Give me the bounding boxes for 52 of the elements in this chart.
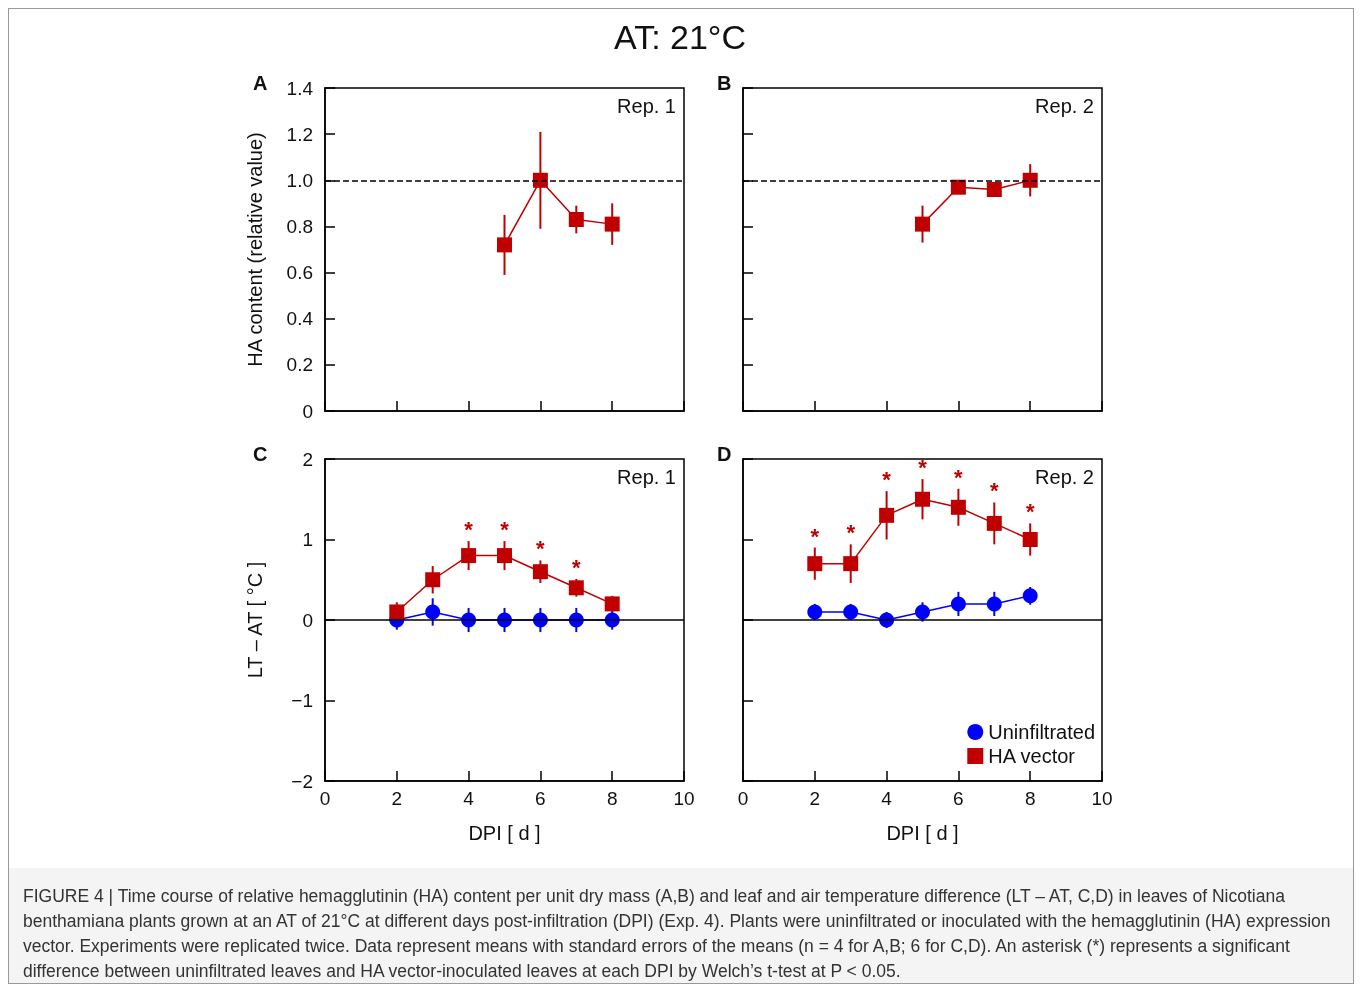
- y-tick-label: −1: [291, 690, 313, 711]
- data-label: *: [990, 478, 1000, 504]
- x-tick-label: 8: [606, 788, 618, 809]
- annotation: Rep. 1: [617, 95, 676, 117]
- y-tick-label: 1.4: [286, 77, 314, 99]
- x-tick-label: 4: [881, 788, 893, 809]
- text: D: [717, 443, 732, 465]
- chart-title: AT: 21°C: [613, 18, 747, 57]
- y-tick-label: 0: [302, 400, 313, 422]
- x-tick-label: 10: [1091, 788, 1113, 809]
- y-tick-label: 0.2: [286, 354, 313, 376]
- annotation: Rep. 2: [1035, 466, 1094, 488]
- x-tick-label: 6: [953, 788, 964, 809]
- data-label: *: [882, 467, 892, 493]
- y-tick-label: 0.4: [286, 308, 314, 330]
- y-tick-label: 1: [302, 529, 313, 550]
- x-tick-label: 2: [391, 788, 403, 809]
- data-label: *: [810, 523, 820, 549]
- y-tick-label: 1.2: [286, 123, 313, 145]
- y-axis-title: LT – AT [ °C ]: [244, 561, 266, 679]
- annotation: Rep. 2: [1035, 95, 1094, 117]
- x-tick-label: 0: [319, 788, 331, 809]
- y-tick-label: 0.8: [286, 215, 313, 237]
- y-tick-label: −2: [291, 770, 313, 792]
- caption: FIGURE 4 | Time course of relative hemagglutinin (HA) content per unit dry mass (A,B) and leaf and air temperature difference (LT – AT, C,D) in leaves of Nicotiana benthamiana plants grown at an AT of 21°C at different days post-infiltration (DPI) (Exp. 4). Plants were uninfiltrated or inoculated with the hemagglutinin (HA) expression vector. Experiments were replicated twice. Data represent means with standard errors of the means (n = 4 for A,B; 6 for C,D). An asterisk (*) represents a significant difference between uninfiltrated leaves and HA vector-inoculated leaves at each DPI by Welch’s t-test at P < 0.05.: [9, 868, 1353, 983]
- data-label: *: [954, 464, 964, 490]
- data-label: *: [464, 517, 474, 543]
- x-tick-label: 0: [737, 788, 749, 809]
- x-axis-title: DPI [ d ]: [886, 822, 959, 844]
- annotation: Rep. 1: [617, 466, 676, 488]
- x-tick-label: 4: [463, 788, 475, 809]
- text: B: [717, 72, 732, 94]
- data-label: *: [572, 554, 582, 580]
- data-label: *: [1025, 499, 1035, 525]
- legend-label: HA vector: [988, 745, 1076, 767]
- text: A: [253, 72, 268, 94]
- legend-label: Uninfiltrated: [988, 721, 1095, 743]
- x-tick-label: 6: [535, 788, 546, 809]
- y-tick-label: 1.0: [286, 169, 313, 191]
- data-label: *: [846, 520, 856, 546]
- data-label: *: [500, 517, 510, 543]
- text: C: [253, 443, 268, 465]
- x-tick-label: 2: [809, 788, 821, 809]
- y-tick-label: 0.6: [286, 262, 313, 284]
- data-label: *: [918, 455, 928, 481]
- x-axis-title: DPI [ d ]: [468, 822, 541, 844]
- y-tick-label: 2: [302, 448, 313, 470]
- y-tick-label: 0: [302, 609, 313, 631]
- x-tick-label: 8: [1024, 788, 1036, 809]
- data-label: *: [536, 536, 546, 562]
- x-tick-label: 10: [673, 788, 695, 809]
- y-axis-title: HA content (relative value): [244, 132, 266, 367]
